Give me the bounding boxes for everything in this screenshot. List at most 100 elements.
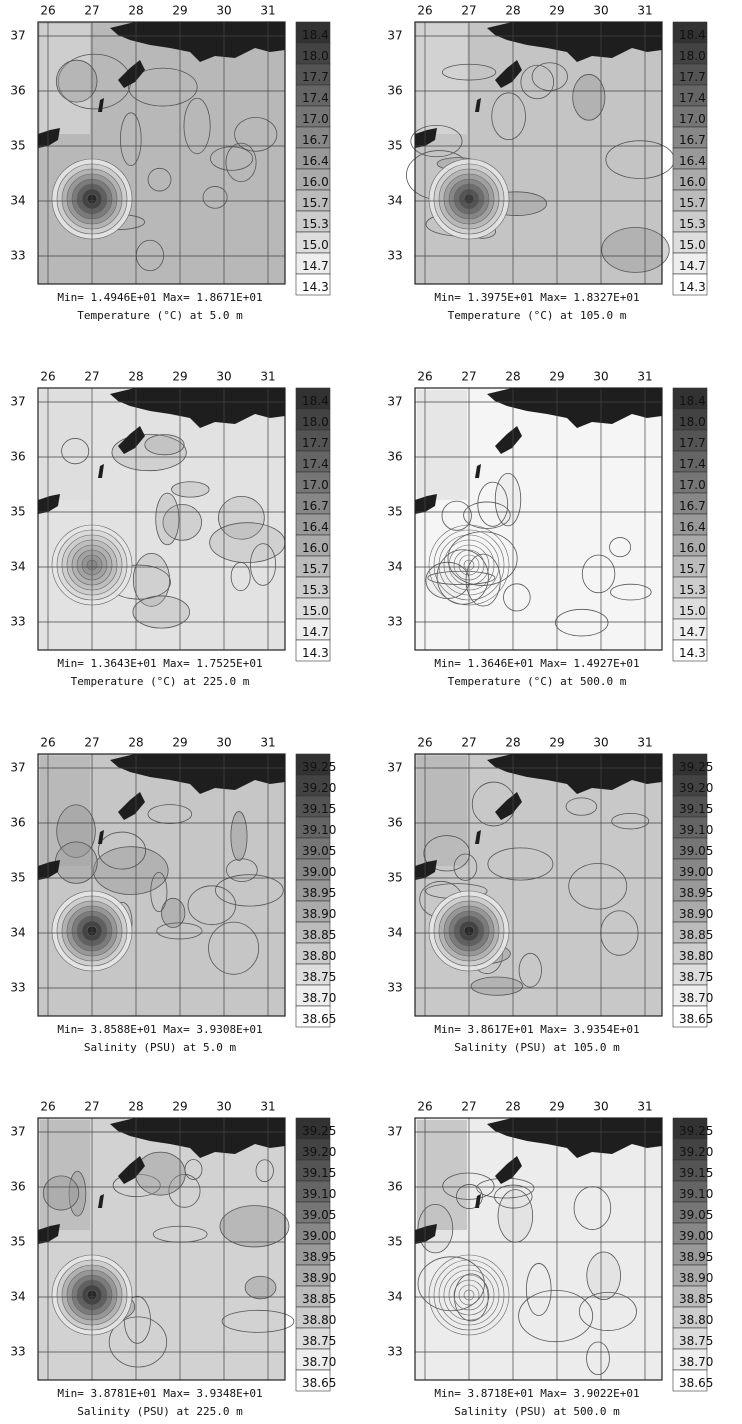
longitude-label: 31 [637, 370, 652, 384]
colorbar-label: 38.85 [679, 928, 713, 942]
land-west [38, 860, 60, 880]
colorbar-label: 14.7 [679, 259, 706, 273]
colorbar-label: 38.70 [302, 991, 336, 1005]
colorbar-label: 14.3 [679, 280, 706, 294]
contour [494, 472, 522, 527]
latitude-label: 35 [387, 139, 402, 153]
land-west [415, 494, 437, 514]
contour [230, 811, 248, 862]
longitude-label: 27 [461, 1100, 476, 1114]
contour [441, 500, 472, 531]
colorbar-label: 39.25 [679, 1124, 713, 1138]
latitude-label: 34 [10, 926, 25, 940]
colorbar-label: 39.20 [679, 1145, 713, 1159]
latitude-label: 33 [387, 981, 402, 995]
shaded-region [417, 24, 467, 134]
colorbar-label: 17.4 [302, 457, 329, 471]
contour [572, 74, 606, 121]
shaded-region [40, 390, 90, 500]
map-panel: 26 27 28 29 30 31 37 36 35 34 33 18.4 18.0 17.7 17.4 17… [387, 4, 708, 322]
latitude-label: 35 [10, 139, 25, 153]
colorbar-label: 15.0 [302, 238, 329, 252]
colorbar-label: 16.4 [302, 154, 329, 168]
colorbar-label: 39.05 [302, 1208, 336, 1222]
contour [97, 831, 146, 870]
latitude-label: 34 [387, 560, 402, 574]
colorbar-label: 38.90 [679, 907, 713, 921]
colorbar-label: 39.20 [679, 781, 713, 795]
latitude-label: 35 [10, 1235, 25, 1249]
longitude-label: 27 [84, 736, 99, 750]
map-frame [37, 1117, 286, 1381]
contour [225, 142, 257, 183]
contour [187, 885, 237, 926]
colorbar-label: 18.0 [302, 49, 329, 63]
colorbar-cell [295, 1369, 331, 1392]
colorbar-label: 39.15 [679, 1166, 713, 1180]
colorbar-label: 38.95 [679, 886, 713, 900]
latitude-label: 35 [10, 505, 25, 519]
longitude-label: 26 [417, 1100, 432, 1114]
shaded-region [417, 390, 467, 500]
latitude-label: 34 [10, 194, 25, 208]
land [487, 1118, 662, 1158]
map-frame [37, 753, 286, 1017]
colorbar-label: 39.10 [302, 1187, 336, 1201]
latitude-label: 36 [387, 1180, 402, 1194]
colorbar-label: 15.3 [679, 217, 706, 231]
latitude-label: 35 [10, 871, 25, 885]
colorbar-cell [672, 273, 708, 296]
colorbar-label: 39.05 [679, 844, 713, 858]
colorbar-label: 16.7 [679, 499, 706, 513]
contour [578, 1291, 637, 1331]
islet [475, 98, 481, 112]
colorbar-label: 38.75 [302, 970, 336, 984]
colorbar-cell [295, 1005, 331, 1028]
colorbar-label: 38.75 [302, 1334, 336, 1348]
longitude-label: 27 [84, 4, 99, 18]
caption: Salinity (PSU) at 5.0 m [84, 1041, 237, 1054]
colorbar-label: 16.4 [302, 520, 329, 534]
stats: Min= 1.3643E+01 Max= 1.7525E+01 [57, 657, 262, 670]
contour [120, 112, 142, 166]
land [110, 754, 285, 794]
colorbar-cell [672, 1005, 708, 1028]
contour [93, 846, 169, 895]
contour [55, 59, 98, 103]
colorbar-label: 16.0 [679, 175, 706, 189]
longitude-label: 28 [505, 736, 520, 750]
colorbar-label: 16.7 [679, 133, 706, 147]
colorbar-label: 39.10 [302, 823, 336, 837]
colorbar-label: 39.25 [679, 760, 713, 774]
island [118, 426, 145, 454]
latitude-label: 34 [387, 926, 402, 940]
longitude-label: 27 [84, 370, 99, 384]
contour [221, 1309, 295, 1333]
colorbar-label: 39.20 [302, 1145, 336, 1159]
contour [162, 504, 202, 541]
colorbar-label: 38.80 [679, 949, 713, 963]
land-west [415, 1224, 437, 1244]
contour [230, 562, 251, 592]
colorbar-label: 16.4 [679, 520, 706, 534]
longitude-label: 30 [216, 736, 231, 750]
islet [98, 98, 104, 112]
longitude-label: 26 [40, 370, 55, 384]
contour [215, 874, 284, 907]
contour [609, 537, 632, 558]
colorbar-label: 17.0 [679, 112, 706, 126]
contour [610, 583, 652, 601]
contour [447, 531, 518, 586]
colorbar-label: 17.4 [679, 91, 706, 105]
map-panel: 26 27 28 29 30 31 37 36 35 34 33 18.4 18.0 17.7 17.4 17… [10, 4, 331, 322]
longitude-label: 28 [128, 1100, 143, 1114]
longitude-label: 30 [216, 4, 231, 18]
contours [54, 804, 284, 975]
stats: Min= 1.3646E+01 Max= 1.4927E+01 [434, 657, 639, 670]
island [495, 792, 522, 820]
contour [436, 549, 489, 605]
islet [98, 830, 104, 844]
longitude-label: 26 [40, 736, 55, 750]
colorbar-label: 17.0 [302, 112, 329, 126]
longitude-label: 30 [216, 370, 231, 384]
